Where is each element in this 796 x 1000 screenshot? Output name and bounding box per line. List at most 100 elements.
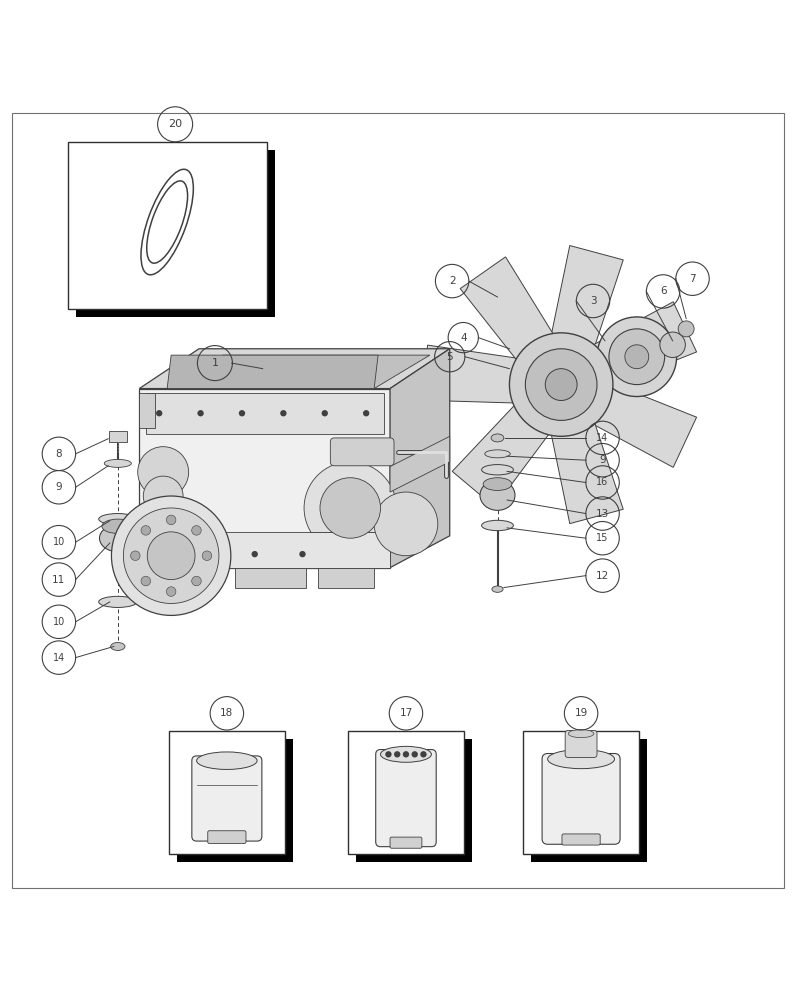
Ellipse shape (492, 586, 503, 592)
FancyBboxPatch shape (376, 750, 436, 847)
Circle shape (374, 492, 438, 556)
Text: 13: 13 (596, 509, 609, 519)
Circle shape (320, 478, 380, 538)
Text: 17: 17 (400, 708, 412, 718)
Bar (68, 142, 267, 309)
FancyBboxPatch shape (208, 831, 246, 843)
Circle shape (509, 333, 613, 436)
Ellipse shape (568, 730, 594, 738)
Polygon shape (139, 393, 155, 428)
Ellipse shape (482, 520, 513, 531)
Ellipse shape (197, 752, 257, 769)
Bar (524, 731, 638, 854)
Circle shape (141, 576, 150, 586)
FancyBboxPatch shape (542, 754, 620, 844)
Ellipse shape (491, 434, 504, 442)
FancyBboxPatch shape (146, 393, 384, 434)
Circle shape (156, 551, 162, 557)
Ellipse shape (480, 480, 515, 510)
Polygon shape (552, 424, 623, 524)
Text: 10: 10 (53, 617, 65, 627)
FancyBboxPatch shape (390, 837, 422, 848)
Ellipse shape (104, 459, 131, 467)
Ellipse shape (380, 746, 431, 762)
Circle shape (192, 526, 201, 535)
Text: 12: 12 (596, 571, 609, 581)
Circle shape (322, 410, 328, 416)
Circle shape (192, 576, 201, 586)
Polygon shape (139, 389, 390, 568)
Text: 20: 20 (168, 119, 182, 129)
Text: 14: 14 (53, 653, 65, 663)
Bar (76, 150, 275, 317)
Circle shape (412, 751, 418, 758)
Polygon shape (390, 436, 450, 492)
Circle shape (304, 462, 396, 554)
Ellipse shape (100, 525, 136, 552)
Circle shape (143, 476, 183, 516)
Ellipse shape (102, 519, 134, 533)
Polygon shape (423, 345, 517, 403)
Bar (177, 739, 293, 862)
Text: 8: 8 (56, 449, 62, 459)
Text: 1: 1 (212, 358, 218, 368)
Circle shape (147, 532, 195, 580)
Polygon shape (139, 532, 390, 568)
Ellipse shape (485, 450, 510, 458)
Text: 4: 4 (460, 333, 466, 343)
Circle shape (545, 369, 577, 400)
Circle shape (204, 551, 210, 557)
FancyBboxPatch shape (330, 438, 394, 466)
Text: 3: 3 (590, 296, 596, 306)
Ellipse shape (99, 596, 137, 607)
Text: 7: 7 (689, 274, 696, 284)
Polygon shape (167, 355, 430, 389)
FancyBboxPatch shape (562, 834, 600, 845)
Bar (169, 731, 284, 854)
Circle shape (660, 332, 685, 358)
FancyBboxPatch shape (109, 431, 127, 442)
Circle shape (141, 526, 150, 535)
Circle shape (138, 447, 189, 498)
Circle shape (299, 551, 306, 557)
Text: 10: 10 (53, 537, 65, 547)
Text: 2: 2 (449, 276, 455, 286)
Polygon shape (452, 406, 548, 507)
Bar (356, 739, 471, 862)
Text: 19: 19 (575, 708, 587, 718)
Circle shape (597, 317, 677, 397)
Circle shape (131, 551, 140, 560)
Text: 18: 18 (220, 708, 233, 718)
Circle shape (609, 329, 665, 385)
Text: 9: 9 (599, 455, 606, 465)
Text: 14: 14 (596, 433, 609, 443)
Circle shape (394, 751, 400, 758)
Circle shape (123, 508, 219, 603)
Ellipse shape (111, 642, 125, 650)
Circle shape (202, 551, 212, 560)
Polygon shape (460, 257, 553, 359)
Polygon shape (318, 568, 374, 588)
Polygon shape (594, 384, 696, 467)
Circle shape (280, 410, 287, 416)
Circle shape (166, 587, 176, 596)
Circle shape (239, 410, 245, 416)
Text: 16: 16 (596, 477, 609, 487)
Text: 11: 11 (53, 575, 65, 585)
Bar (349, 731, 463, 854)
Circle shape (625, 345, 649, 369)
Circle shape (420, 751, 427, 758)
Circle shape (403, 751, 409, 758)
Polygon shape (235, 568, 306, 588)
Circle shape (385, 751, 392, 758)
Circle shape (678, 321, 694, 337)
Polygon shape (310, 532, 390, 556)
Polygon shape (552, 246, 623, 345)
Text: 15: 15 (596, 533, 609, 543)
FancyBboxPatch shape (192, 756, 262, 841)
Polygon shape (167, 355, 378, 389)
Polygon shape (390, 349, 450, 568)
Ellipse shape (548, 750, 615, 769)
Text: 9: 9 (56, 482, 62, 492)
Circle shape (156, 410, 162, 416)
